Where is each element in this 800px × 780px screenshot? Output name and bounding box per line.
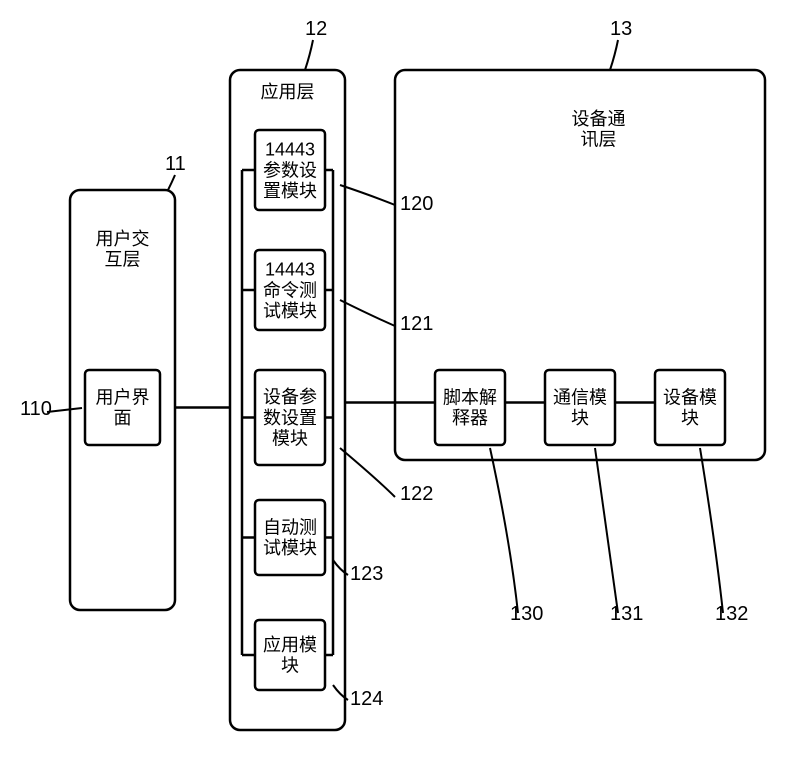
svg-text:110: 110	[20, 398, 52, 420]
svg-text:14443: 14443	[265, 260, 315, 280]
svg-text:120: 120	[400, 193, 433, 215]
svg-text:应用层: 应用层	[261, 82, 315, 102]
svg-text:12: 12	[305, 18, 327, 40]
svg-text:用户界: 用户界	[96, 387, 150, 407]
svg-text:试模块: 试模块	[263, 538, 317, 558]
svg-text:123: 123	[350, 563, 383, 585]
svg-text:释器: 释器	[452, 408, 488, 428]
svg-text:讯层: 讯层	[581, 130, 617, 150]
svg-text:块: 块	[571, 408, 589, 428]
svg-text:置模块: 置模块	[263, 181, 317, 201]
svg-text:块: 块	[681, 408, 699, 428]
svg-text:通信模: 通信模	[553, 387, 607, 407]
svg-text:131: 131	[610, 603, 643, 625]
svg-text:用户交: 用户交	[96, 229, 150, 249]
svg-text:应用模: 应用模	[263, 635, 317, 655]
svg-text:13: 13	[610, 18, 632, 40]
svg-text:设备参: 设备参	[263, 387, 317, 407]
svg-text:设备通: 设备通	[572, 109, 626, 129]
svg-text:试模块: 试模块	[263, 301, 317, 321]
svg-text:模块: 模块	[272, 429, 308, 449]
svg-text:124: 124	[350, 688, 383, 710]
svg-text:面: 面	[114, 408, 132, 428]
svg-text:参数设: 参数设	[263, 160, 317, 180]
svg-text:数设置: 数设置	[263, 408, 317, 428]
svg-text:块: 块	[281, 656, 299, 676]
svg-text:自动测: 自动测	[263, 517, 317, 537]
svg-text:122: 122	[400, 483, 433, 505]
svg-text:11: 11	[165, 153, 186, 175]
svg-text:脚本解: 脚本解	[443, 387, 497, 407]
svg-text:121: 121	[400, 313, 433, 335]
svg-text:132: 132	[715, 603, 748, 625]
svg-text:130: 130	[510, 603, 543, 625]
svg-text:命令测: 命令测	[263, 280, 317, 300]
svg-text:互层: 互层	[105, 250, 141, 270]
svg-text:14443: 14443	[265, 140, 315, 160]
svg-text:设备模: 设备模	[663, 387, 717, 407]
